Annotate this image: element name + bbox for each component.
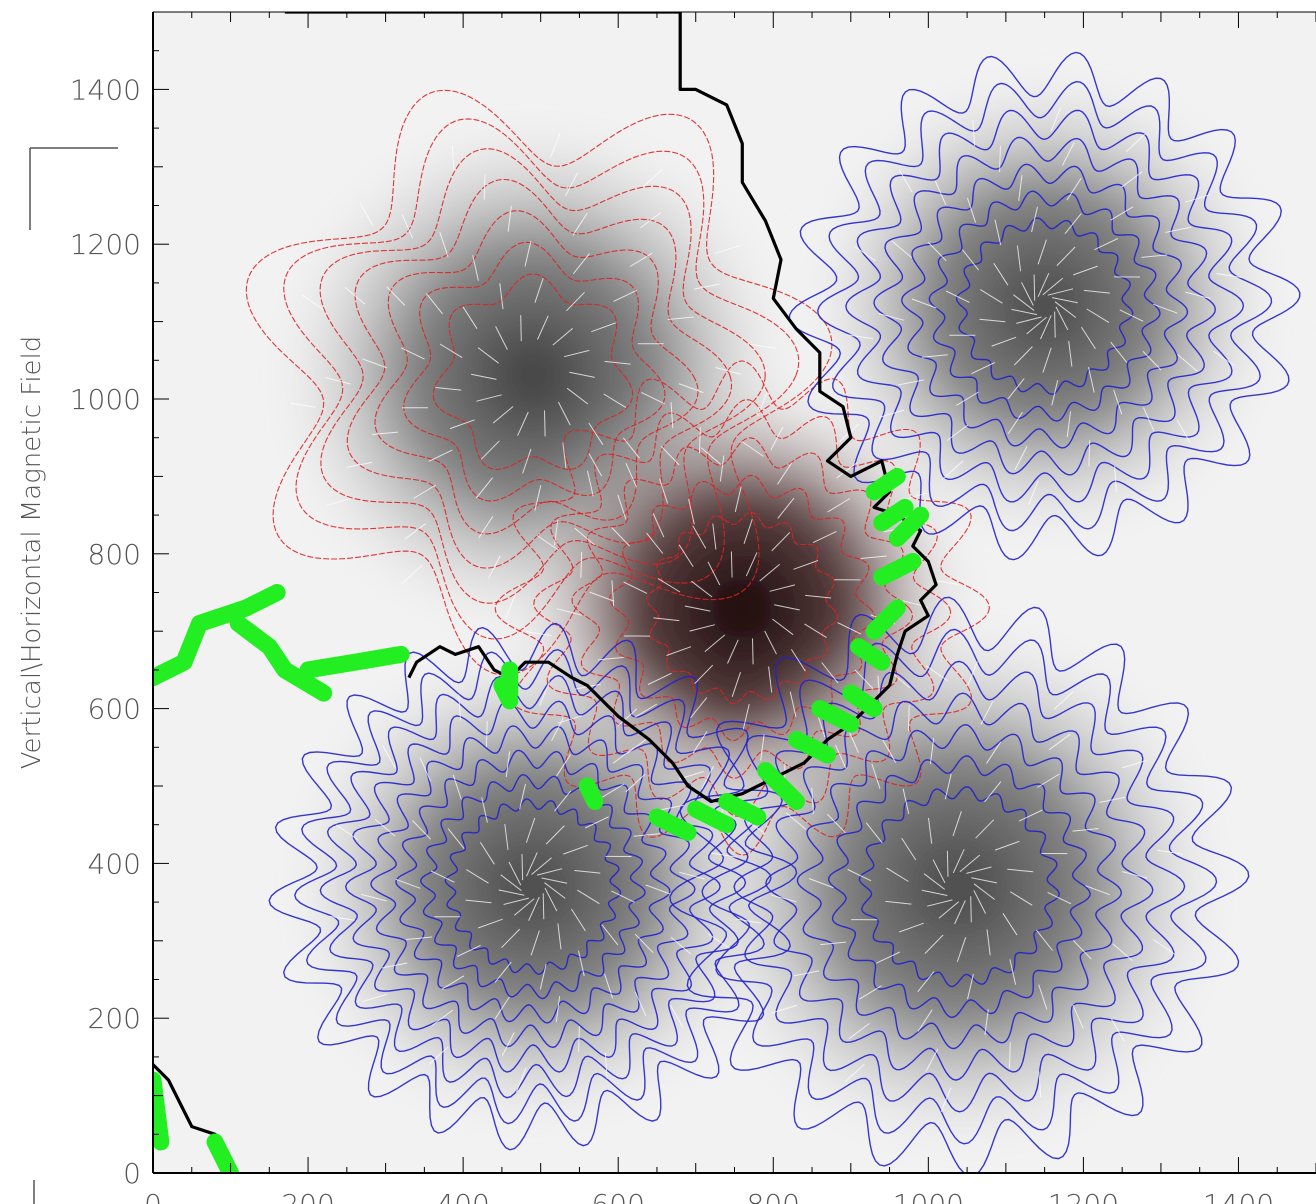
y-tick-label: 1400 [70, 73, 141, 106]
y-tick-label: 200 [88, 1002, 141, 1035]
strong-shear-segment [502, 685, 510, 701]
field-shade-blob [800, 62, 1288, 550]
field-vector [971, 896, 972, 922]
field-vector [947, 851, 948, 877]
x-tick-label: 0 [144, 1188, 162, 1204]
x-tick-label: 800 [747, 1188, 800, 1204]
field-vector [731, 552, 732, 578]
field-vector [522, 854, 523, 880]
x-tick-label: 600 [591, 1188, 644, 1204]
y-tick-label: 1200 [70, 228, 141, 261]
x-tick-label: 400 [436, 1188, 489, 1204]
x-tick-label: 1000 [893, 1188, 964, 1204]
y-tick-label: 0 [123, 1157, 141, 1190]
field-vector [1055, 312, 1056, 338]
x-tick-label: 1400 [1203, 1188, 1274, 1204]
strong-shear-segment [153, 1080, 161, 1142]
field-vector [753, 638, 754, 664]
y-axis-title: Vertical\Horizontal Magnetic Field [17, 336, 47, 770]
y-tick-label: 800 [88, 538, 141, 571]
x-tick-label: 1200 [1048, 1188, 1119, 1204]
y-tick-label: 600 [88, 693, 141, 726]
field-vector [1034, 275, 1035, 301]
field-vector [521, 315, 522, 341]
y-tick-label: 400 [88, 847, 141, 880]
x-tick-label: 200 [281, 1188, 334, 1204]
field-vector [543, 893, 544, 919]
strong-shear-segment [587, 786, 595, 802]
y-tick-label: 1000 [70, 383, 141, 416]
field-vector [545, 410, 546, 436]
